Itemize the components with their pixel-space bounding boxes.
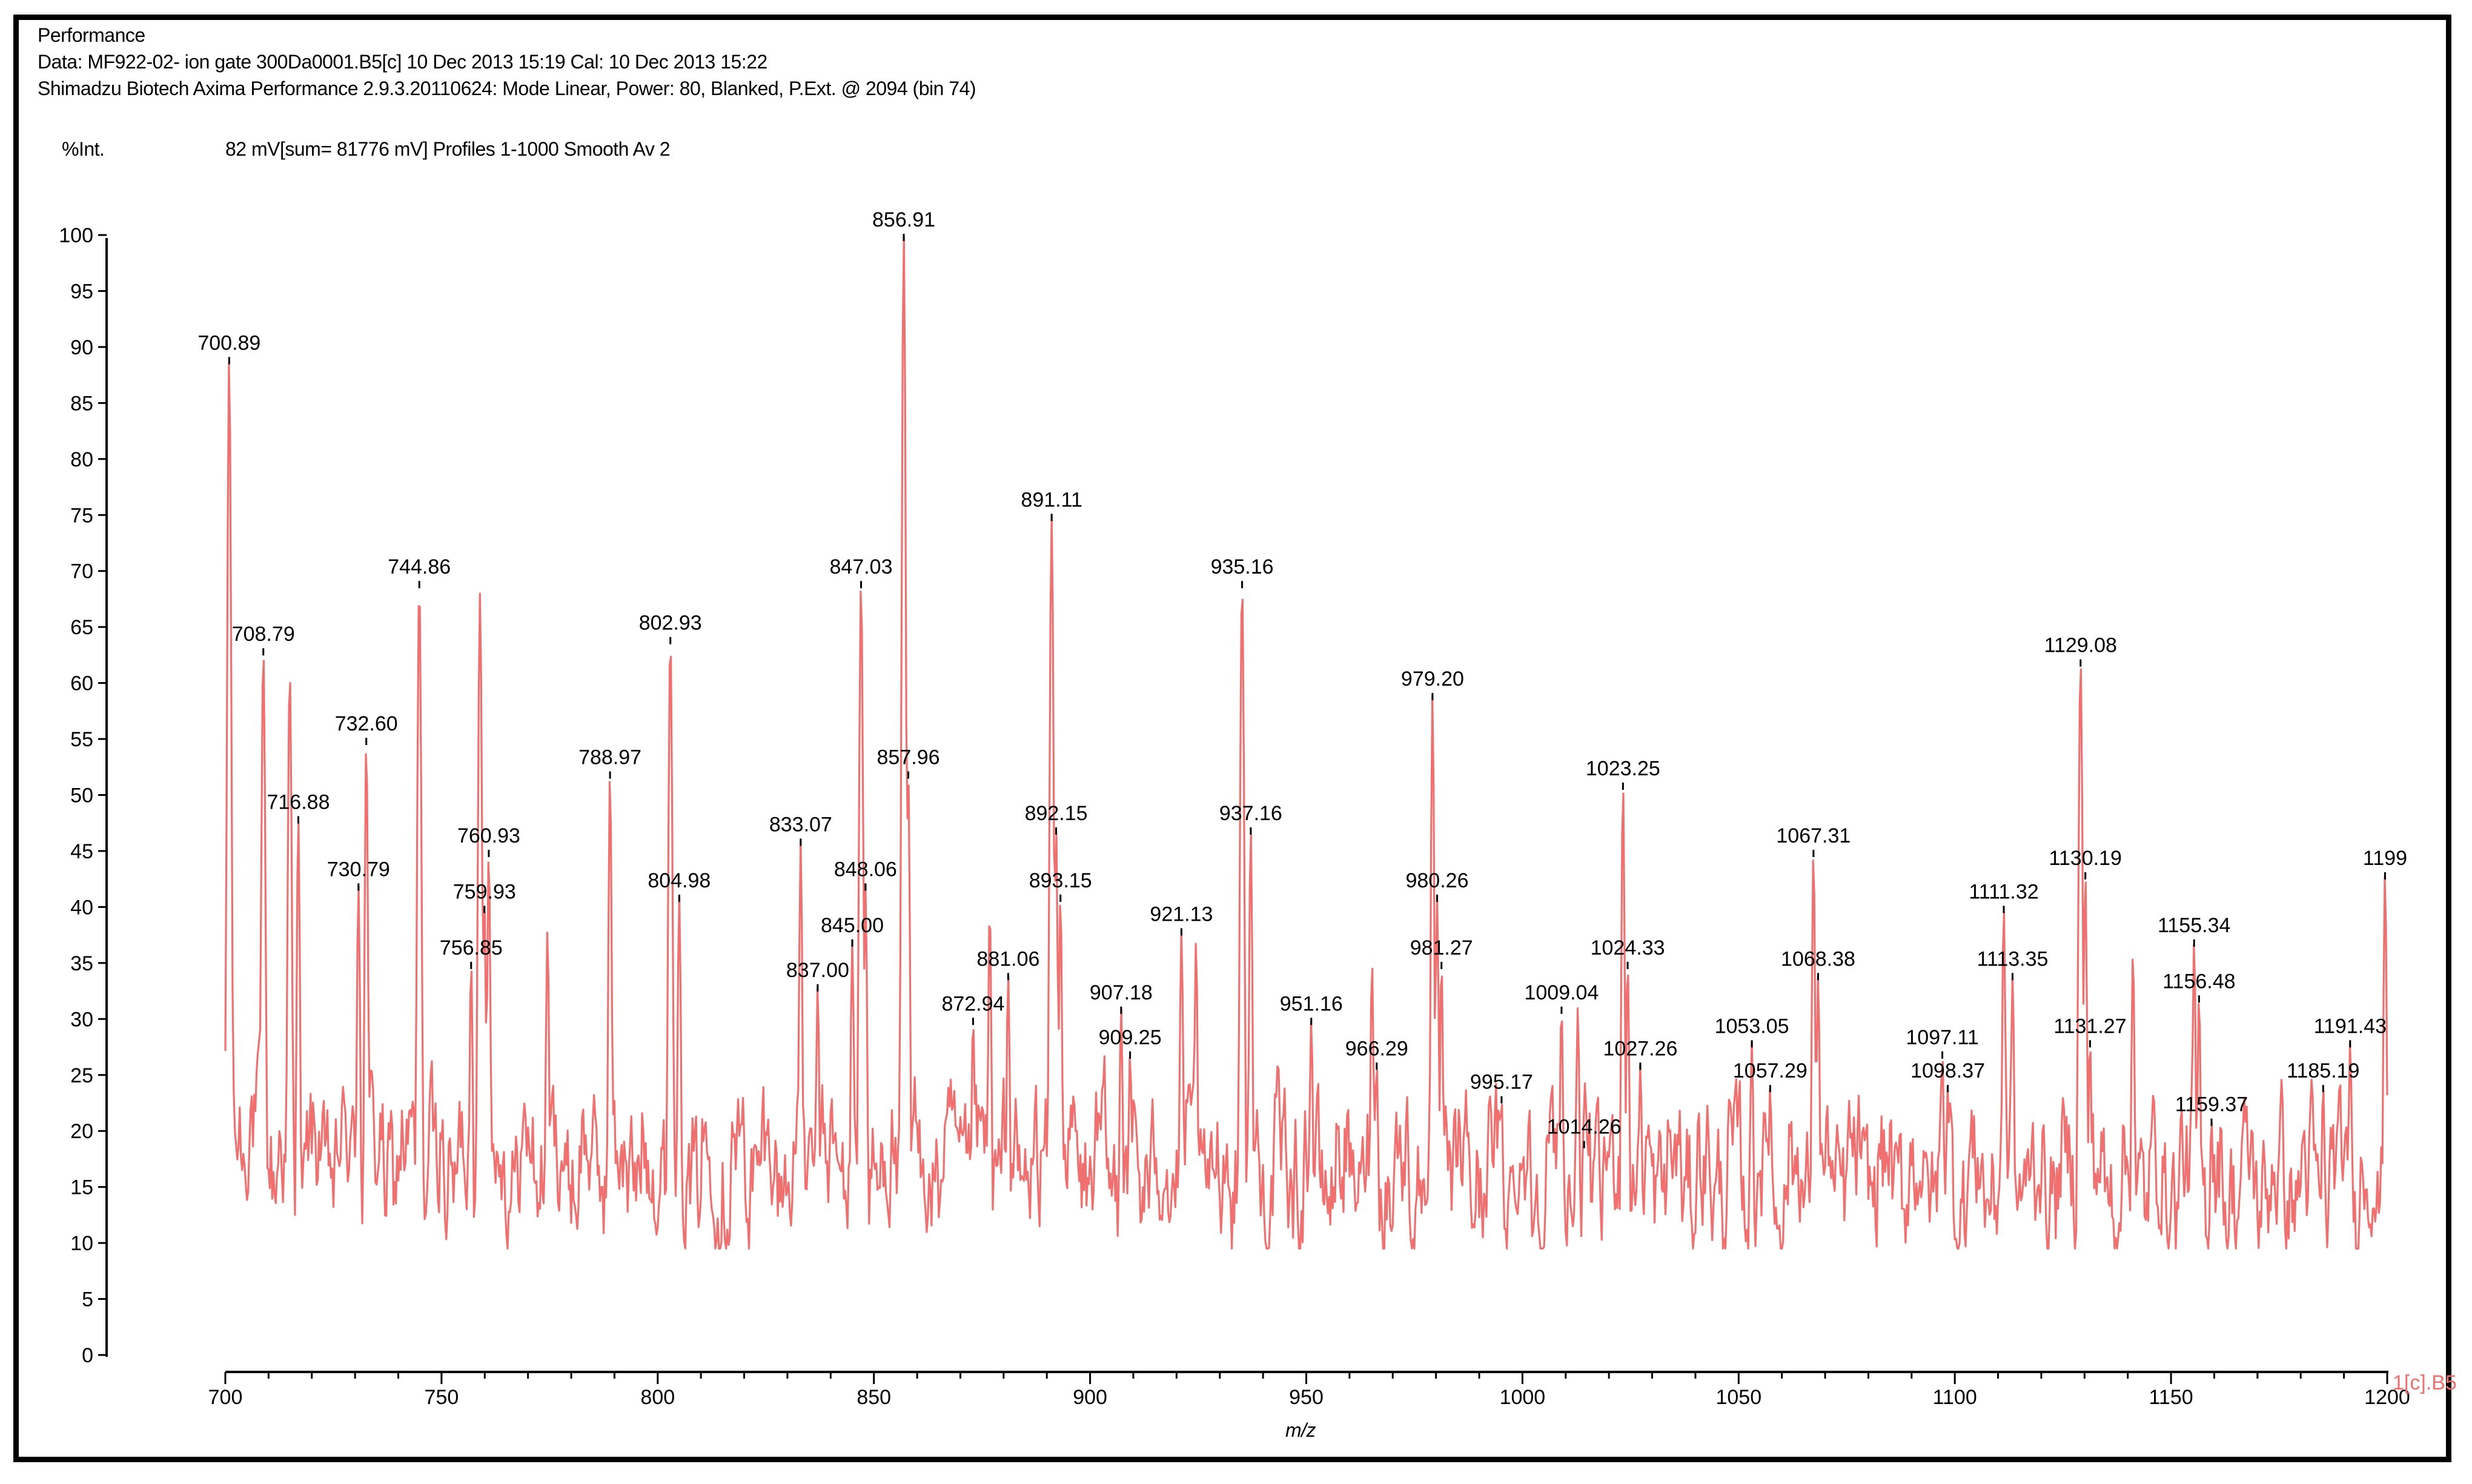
peak-label: 856.91	[872, 208, 935, 231]
peak-label: 760.93	[457, 824, 520, 847]
peak-label: 1024.33	[1591, 936, 1665, 959]
peak-label: 1129.08	[2044, 634, 2117, 657]
y-tick-label: 25	[70, 1064, 93, 1087]
peak-label: 937.16	[1219, 802, 1282, 825]
x-tick-label: 950	[1289, 1386, 1324, 1409]
acquisition-info: 82 mV[sum= 81776 mV] Profiles 1-1000 Smo…	[225, 138, 671, 160]
header-title: Performance	[38, 24, 145, 46]
peak-label: 756.85	[440, 936, 503, 959]
peak-label: 857.96	[877, 746, 940, 769]
x-tick-label: 1050	[1715, 1386, 1761, 1409]
y-tick-label: 50	[70, 784, 93, 807]
x-tick-label: 750	[425, 1386, 459, 1409]
peak-label: 980.26	[1405, 869, 1468, 892]
peak-label: 1130.19	[2049, 847, 2122, 870]
trace-label: 1[c].B5	[2393, 1371, 2457, 1394]
peak-label: 1068.38	[1781, 947, 1855, 970]
peak-label: 1113.35	[1977, 947, 2049, 970]
peak-label: 1111.32	[1969, 880, 2038, 903]
peak-label: 1156.48	[2162, 970, 2235, 993]
peak-label: 1159.37	[2175, 1093, 2248, 1116]
peak-label: 1098.37	[1910, 1059, 1985, 1082]
peak-label: 872.94	[941, 992, 1004, 1015]
y-tick-label: 0	[82, 1344, 93, 1367]
header-instrument-line: Shimadzu Biotech Axima Performance 2.9.3…	[38, 78, 976, 99]
header-data-line: Data: MF922-02- ion gate 300Da0001.B5[c]…	[38, 51, 767, 73]
peak-label: 1023.25	[1586, 757, 1660, 780]
y-tick-label: 100	[59, 224, 93, 247]
peak-label: 1057.29	[1733, 1059, 1808, 1082]
y-tick-label: 85	[70, 392, 93, 415]
peak-label: 1053.05	[1715, 1015, 1789, 1038]
peak-label: 837.00	[786, 959, 849, 982]
y-tick-label: 70	[70, 560, 93, 583]
y-tick-label: 10	[70, 1232, 93, 1255]
y-tick-label: 75	[70, 504, 93, 527]
x-axis-label: m/z	[1285, 1419, 1316, 1441]
x-tick-label: 1150	[2149, 1386, 2193, 1409]
peak-label: 909.25	[1099, 1026, 1162, 1049]
y-tick-label: 65	[70, 616, 93, 639]
peak-label: 1191.43	[2314, 1015, 2387, 1038]
peak-label: 732.60	[335, 712, 398, 735]
peak-label: 893.15	[1029, 869, 1092, 892]
y-axis-label: %Int.	[62, 138, 105, 160]
peak-label: 1155.34	[2158, 914, 2230, 937]
y-tick-label: 20	[70, 1120, 93, 1143]
peak-label: 759.93	[453, 880, 516, 903]
y-tick-label: 40	[70, 896, 93, 919]
peak-label: 1185.19	[2287, 1059, 2359, 1082]
peak-label: 907.18	[1090, 981, 1153, 1004]
peak-label: 1131.27	[2053, 1015, 2126, 1038]
peak-label: 995.17	[1470, 1071, 1533, 1094]
peak-label: 881.06	[976, 947, 1039, 970]
y-tick-label: 30	[70, 1008, 93, 1031]
x-tick-label: 900	[1073, 1386, 1107, 1409]
peak-label: 966.29	[1345, 1037, 1408, 1060]
peak-label: 716.88	[267, 790, 330, 813]
y-tick-label: 5	[82, 1288, 93, 1311]
peak-label: 848.06	[834, 858, 897, 881]
peak-label: 1199	[2363, 847, 2407, 870]
peak-label: 1027.26	[1603, 1037, 1678, 1060]
peak-label: 1014.26	[1547, 1116, 1622, 1139]
peak-label: 845.00	[821, 914, 884, 937]
y-tick-label: 95	[70, 280, 93, 303]
x-tick-label: 700	[208, 1386, 243, 1409]
peak-label: 935.16	[1211, 555, 1274, 578]
peak-label: 891.11	[1021, 488, 1082, 511]
figure-frame	[13, 15, 2451, 1462]
x-tick-label: 800	[640, 1386, 675, 1409]
peak-label: 744.86	[388, 555, 451, 578]
peak-label: 951.16	[1280, 992, 1343, 1015]
y-tick-label: 90	[70, 336, 93, 359]
peak-label: 833.07	[769, 813, 832, 836]
peak-label: 1009.04	[1524, 981, 1599, 1004]
x-tick-label: 1000	[1500, 1386, 1546, 1409]
peak-label: 804.98	[648, 869, 711, 892]
spectrum-trace	[224, 236, 2388, 1250]
peak-label: 847.03	[830, 555, 893, 578]
peak-label: 1067.31	[1776, 824, 1851, 847]
peak-label: 981.27	[1410, 936, 1473, 959]
x-tick-label: 1100	[1933, 1386, 1977, 1409]
peak-label: 700.89	[197, 331, 260, 354]
peak-label: 708.79	[232, 623, 295, 646]
peak-label: 979.20	[1401, 667, 1464, 691]
y-tick-label: 80	[70, 448, 93, 471]
x-tick-label: 1200	[2364, 1386, 2410, 1409]
peak-label: 892.15	[1025, 802, 1088, 825]
y-tick-label: 60	[70, 672, 93, 695]
x-tick-label: 850	[857, 1386, 891, 1409]
peak-label: 788.97	[578, 746, 641, 769]
peak-label: 1097.11	[1906, 1026, 1978, 1049]
peak-label: 730.79	[327, 858, 390, 881]
y-tick-label: 55	[70, 728, 93, 751]
y-tick-label: 35	[70, 952, 93, 975]
y-tick-label: 45	[70, 840, 93, 863]
y-tick-label: 15	[70, 1176, 93, 1199]
peak-label: 921.13	[1150, 903, 1213, 926]
peak-label: 802.93	[639, 612, 702, 635]
